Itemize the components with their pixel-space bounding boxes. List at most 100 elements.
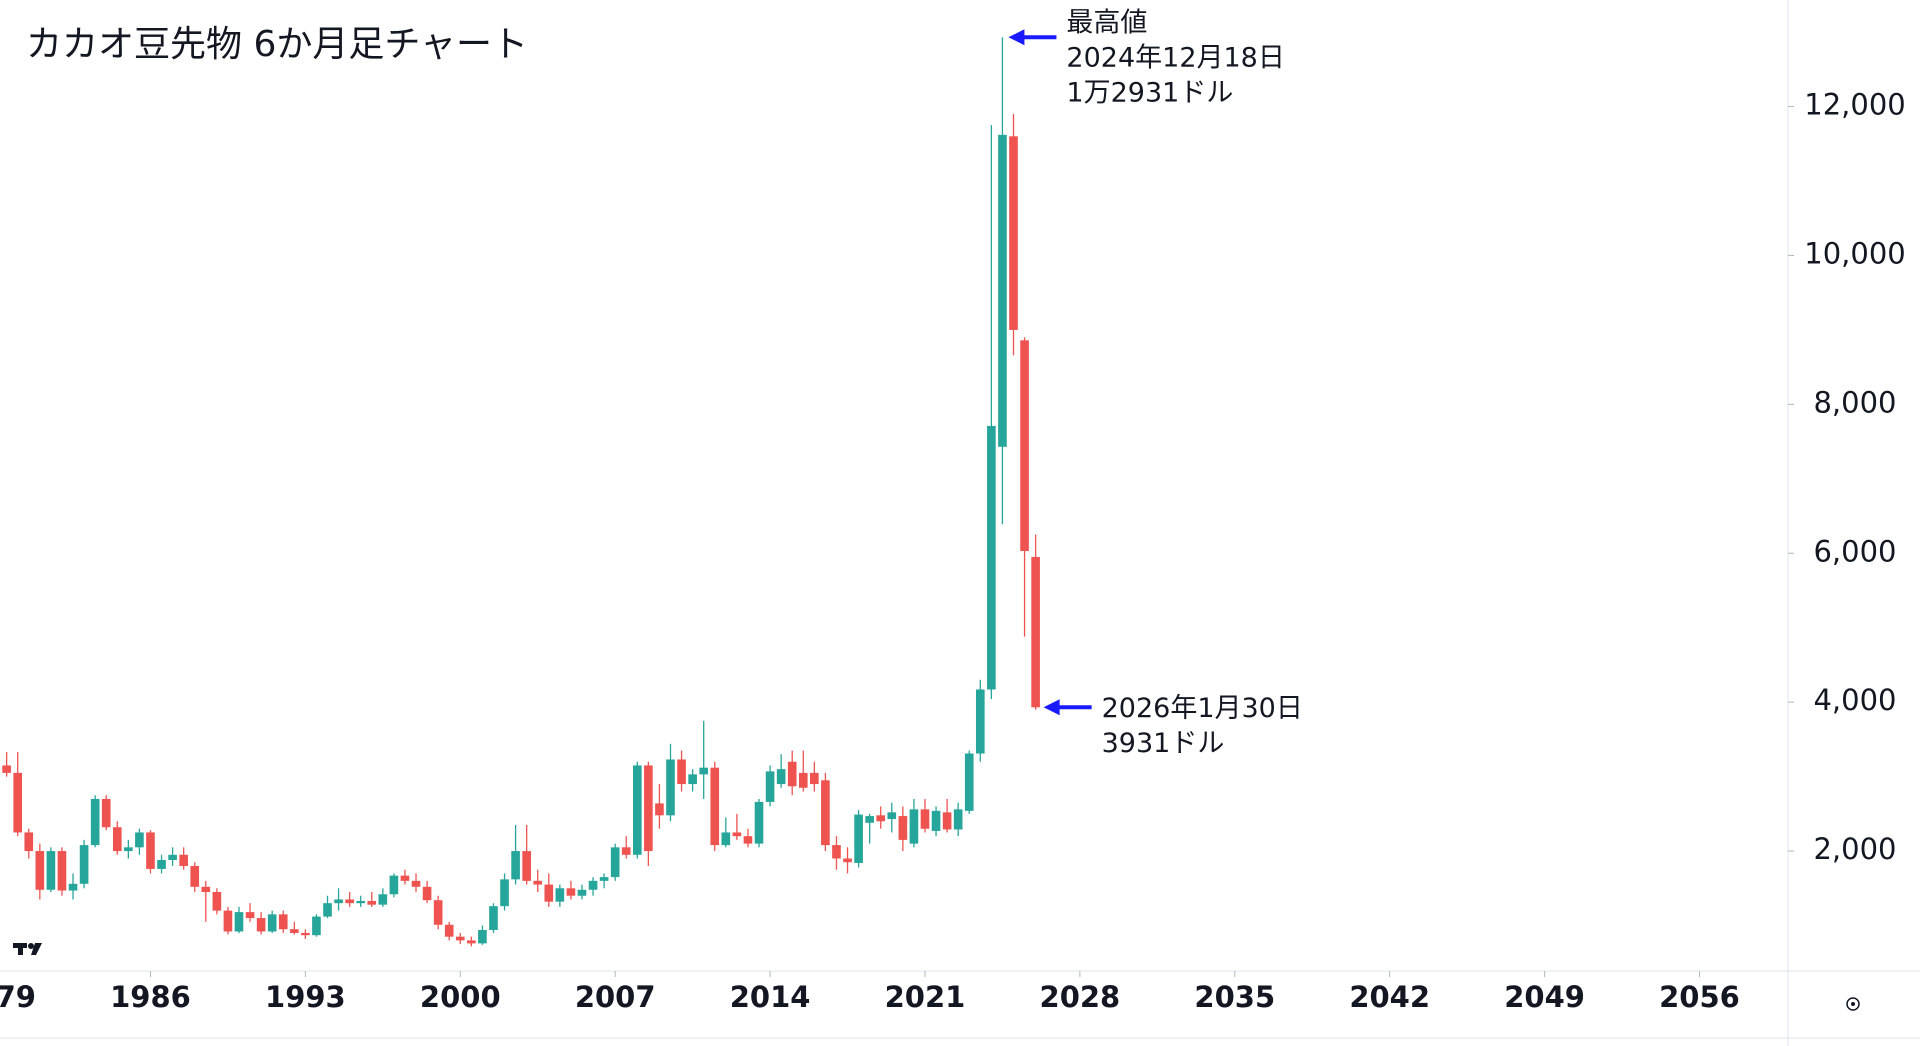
candle-body: [522, 851, 531, 881]
candle-body: [732, 832, 742, 837]
x-tick-label: 2042: [1349, 980, 1430, 1014]
candle-body: [190, 865, 200, 887]
candle-body: [931, 810, 941, 831]
candle-body: [2, 765, 11, 773]
x-tick-label: 2021: [885, 980, 966, 1014]
candle-body: [289, 929, 299, 933]
candle-body: [621, 847, 631, 855]
candle-body: [334, 899, 343, 904]
x-tick-label: 2035: [1194, 980, 1275, 1014]
candle-body: [124, 847, 133, 852]
candle-body: [433, 900, 443, 925]
candle-body: [821, 780, 830, 846]
last-arrow-head: [1043, 699, 1060, 716]
candle-body: [566, 888, 576, 896]
candle-body: [843, 858, 852, 863]
candle-body: [765, 771, 775, 802]
candle-body: [898, 816, 908, 840]
candle-body: [79, 845, 89, 884]
candle-body: [810, 772, 819, 785]
x-tick-label: 2056: [1659, 980, 1740, 1014]
candle-body: [743, 836, 753, 844]
x-tick-label: 2049: [1504, 980, 1585, 1014]
candle-body: [201, 886, 211, 893]
last-annotation: 3931ドル: [1102, 728, 1225, 759]
candle-body: [146, 832, 155, 869]
candle-body: [68, 883, 78, 891]
candle-body: [24, 832, 34, 852]
candle-body: [301, 932, 310, 936]
candle-body: [179, 854, 188, 866]
candle-body: [500, 879, 509, 907]
candle-body: [610, 847, 620, 878]
candle-body: [655, 803, 664, 816]
candle-body: [478, 929, 487, 944]
candle-body: [1031, 556, 1040, 708]
candle-body: [135, 832, 144, 848]
candle-body: [400, 875, 410, 881]
candle-body: [787, 761, 797, 787]
candle-body: [533, 880, 543, 885]
candle-body: [644, 765, 653, 852]
candle-body: [544, 884, 554, 902]
candle-body: [455, 936, 465, 941]
x-tick-label: 2014: [730, 980, 811, 1014]
candle-body: [90, 798, 100, 846]
tv-logo: [13, 943, 42, 955]
candle-body: [212, 892, 222, 911]
last-annotation: 2026年1月30日: [1102, 693, 1303, 724]
candle-body: [411, 880, 421, 887]
candle-body: [267, 914, 277, 932]
candle-body: [632, 765, 642, 855]
candle-body: [245, 912, 255, 919]
x-tick-label: 2007: [575, 980, 656, 1014]
peak-arrow-head: [1008, 29, 1025, 46]
candle-body: [467, 940, 476, 944]
candle-body: [699, 767, 709, 775]
candle-body: [599, 877, 609, 881]
peak-annotation: 1万2931ドル: [1066, 78, 1233, 109]
settings-icon[interactable]: [1846, 997, 1860, 1011]
candle-body: [865, 816, 874, 823]
candle-body: [256, 918, 266, 932]
x-tick-label: 1986: [110, 980, 191, 1014]
candle-body: [964, 753, 974, 811]
candle-body: [666, 759, 675, 816]
x-tick-label: 1993: [265, 980, 346, 1014]
candles: [2, 37, 1040, 947]
y-tick-label: 10,000: [1804, 236, 1905, 270]
candle-body: [975, 689, 985, 754]
candle-body: [234, 912, 244, 932]
candle-body: [157, 859, 166, 869]
candle-body: [422, 886, 432, 901]
candle-body: [776, 769, 786, 785]
candle-body: [345, 899, 354, 904]
candle-body: [57, 851, 67, 891]
candle-body: [356, 900, 366, 904]
candle-body: [444, 924, 454, 937]
candle-body: [367, 900, 377, 905]
candle-body: [710, 767, 720, 846]
candle-body: [101, 798, 111, 828]
candle-body: [677, 759, 686, 785]
candle-body: [887, 812, 897, 820]
candle-body: [577, 889, 587, 896]
candle-body: [278, 914, 288, 930]
candle-body: [832, 845, 841, 859]
peak-annotation: 最高値: [1066, 8, 1147, 39]
x-tick-label: 2000: [420, 980, 501, 1014]
candle-body: [754, 801, 764, 844]
candle-body: [1009, 136, 1018, 330]
y-tick-label: 2,000: [1813, 832, 1896, 866]
candle-body: [876, 815, 886, 822]
candle-body: [588, 880, 598, 890]
candle-body: [942, 812, 952, 830]
candle-body: [13, 772, 23, 833]
candle-body: [35, 851, 45, 890]
peak-annotation: 2024年12月18日: [1066, 43, 1284, 74]
candle-body: [323, 903, 332, 917]
candle-body: [987, 425, 996, 690]
